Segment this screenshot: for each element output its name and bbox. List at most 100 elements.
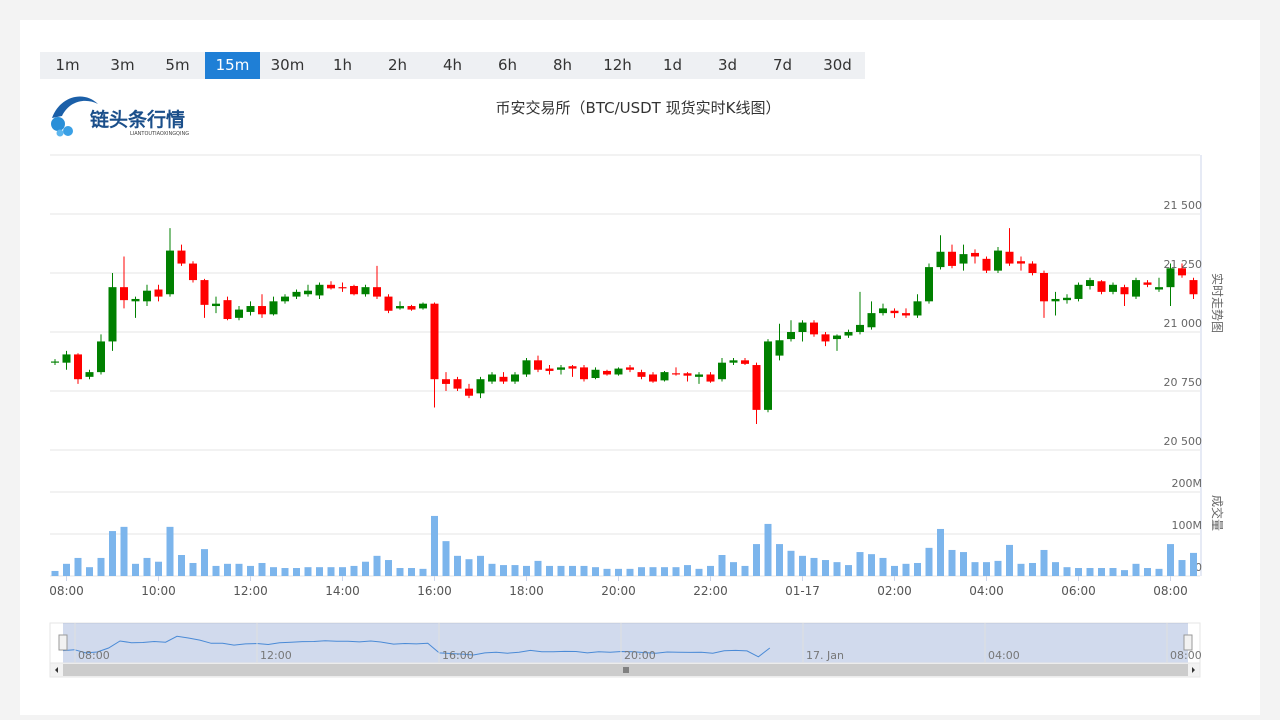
volume-bar (1006, 544, 1013, 576)
scroll-left[interactable] (55, 667, 58, 673)
timeframe-button[interactable]: 1d (662, 56, 683, 74)
volume-bar (661, 567, 668, 576)
candle-body (603, 370, 611, 375)
timeframe-button[interactable]: 12h (603, 56, 632, 74)
candle-body (890, 310, 899, 314)
candle-body (568, 366, 577, 369)
volume-bar (695, 568, 703, 576)
volume-bar (419, 568, 427, 576)
candle-body (925, 267, 933, 302)
candle-body (189, 263, 197, 281)
y-tick-label: 21 250 (1164, 258, 1203, 271)
timeframe-button[interactable]: 1h (332, 56, 353, 74)
timeframe-button[interactable]: 3m (110, 56, 135, 74)
volume-bar (833, 562, 841, 576)
timeframe-button[interactable]: 6h (497, 56, 518, 74)
candle-body (361, 287, 370, 295)
volume-bar (454, 555, 461, 576)
navigator-handle[interactable] (1183, 634, 1193, 651)
volume-bar (1144, 568, 1151, 576)
candle-body (1086, 280, 1094, 286)
volume-bar (51, 570, 59, 576)
volume-bar (316, 567, 323, 576)
volume-bar (1017, 563, 1025, 576)
timeframe-button[interactable]: 30d (823, 56, 852, 74)
timeframe-button[interactable]: 30m (270, 56, 305, 74)
volume-bar (902, 563, 910, 576)
volume-bar (1155, 568, 1163, 576)
candle-body (867, 313, 876, 328)
volume-bar (937, 528, 944, 576)
candle-body (522, 360, 531, 375)
candle-body (591, 369, 600, 379)
candle-body (315, 284, 324, 296)
volume-bar (465, 559, 473, 576)
candle-body (764, 341, 772, 410)
timeframe-button[interactable]: 15m (205, 52, 260, 79)
scroll-right[interactable] (1192, 667, 1195, 673)
candle-body (1166, 268, 1175, 288)
volume-bar (810, 557, 818, 576)
volume-bar (948, 549, 956, 576)
volume-bar (281, 568, 289, 576)
candle-body (258, 306, 266, 315)
candle-body (200, 280, 209, 305)
volume-bar (534, 560, 542, 576)
x-tick-label: 20:00 (601, 584, 636, 598)
candle-body (1109, 284, 1117, 292)
volume-bar (396, 568, 404, 576)
x-tick-label: 01-17 (785, 584, 820, 598)
volume-bar (247, 565, 254, 576)
navigator-label: 17. Jan (806, 649, 844, 662)
timeframe-button[interactable]: 8h (552, 56, 573, 74)
volume-bar (511, 565, 519, 576)
timeframe-button[interactable]: 1m (55, 56, 80, 74)
volume-bar (557, 565, 565, 576)
candle-body (729, 360, 738, 363)
candle-body (499, 376, 508, 382)
volume-bar (1121, 570, 1128, 576)
navigator-selection[interactable] (63, 623, 1188, 663)
volume-bar (764, 523, 772, 576)
candle-body (695, 374, 703, 377)
candle-body (959, 254, 968, 264)
candle-body (1051, 298, 1060, 302)
volume-bar (155, 561, 162, 576)
candle-body (660, 372, 669, 381)
candle-body (649, 374, 657, 382)
volume-bar (327, 567, 335, 576)
card (20, 20, 1260, 715)
volume-bar (373, 555, 381, 576)
navigator-handle[interactable] (58, 634, 68, 651)
timeframe-button[interactable]: 2h (387, 56, 408, 74)
logo-dot (51, 117, 65, 131)
candle-body (1143, 282, 1152, 285)
y-tick-label: 0 (1195, 561, 1202, 574)
candle-body (741, 360, 749, 364)
logo-dot (63, 126, 73, 136)
volume-bar (120, 526, 128, 576)
candle-body (442, 379, 450, 384)
timeframe-button[interactable]: 4h (442, 56, 463, 74)
candle-body (212, 303, 220, 307)
timeframe-button[interactable]: 3d (717, 56, 738, 74)
timeframe-button[interactable]: 7d (772, 56, 793, 74)
candle-body (292, 291, 301, 297)
volume-bar (431, 515, 438, 576)
volume-bar (293, 568, 300, 576)
candle-body (1005, 251, 1014, 264)
volume-bar (891, 565, 898, 576)
x-tick-label: 06:00 (1061, 584, 1096, 598)
candle-body (143, 290, 151, 302)
candle-body (936, 251, 945, 268)
candle-body (718, 362, 726, 380)
volume-bar (822, 560, 829, 576)
candle-body (833, 335, 841, 340)
volume-bar (983, 562, 990, 576)
candle-body (350, 285, 358, 295)
timeframe-button[interactable]: 5m (165, 56, 190, 74)
x-tick-label: 04:00 (969, 584, 1004, 598)
volume-bar (603, 568, 611, 576)
x-tick-label: 14:00 (325, 584, 360, 598)
